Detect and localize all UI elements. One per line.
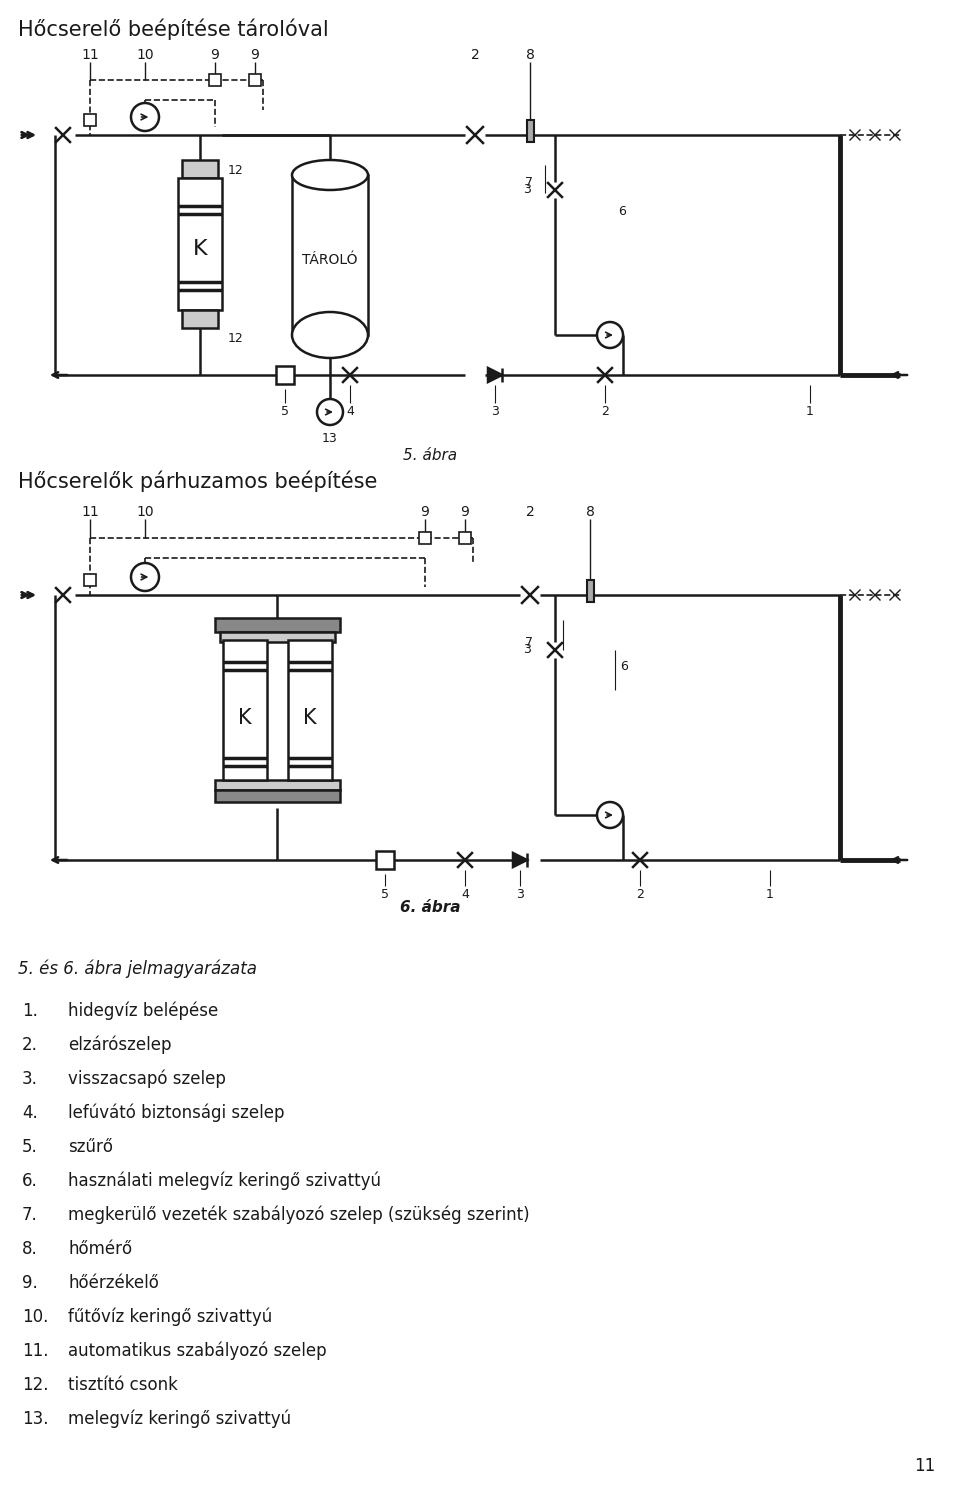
Text: 7.: 7. bbox=[22, 1206, 37, 1224]
Text: Hőcserelő beépítése tárolóval: Hőcserelő beépítése tárolóval bbox=[18, 18, 328, 39]
Text: 3: 3 bbox=[516, 888, 524, 900]
Text: 6.: 6. bbox=[22, 1171, 37, 1189]
Circle shape bbox=[131, 563, 159, 592]
Bar bbox=[220, 632, 335, 643]
Bar bbox=[182, 310, 218, 328]
Ellipse shape bbox=[292, 160, 368, 190]
Bar bbox=[376, 851, 394, 869]
Bar bbox=[419, 532, 431, 544]
Text: 5: 5 bbox=[281, 404, 289, 418]
Circle shape bbox=[597, 801, 623, 828]
Text: 3: 3 bbox=[523, 183, 531, 196]
Bar bbox=[215, 780, 340, 789]
Text: 3.: 3. bbox=[22, 1070, 37, 1088]
Text: 13: 13 bbox=[323, 431, 338, 445]
Bar bbox=[276, 366, 294, 383]
Text: 7: 7 bbox=[525, 175, 533, 189]
Text: 6. ábra: 6. ábra bbox=[399, 900, 460, 915]
Bar bbox=[84, 114, 96, 126]
Bar bbox=[527, 120, 534, 142]
Text: 4.: 4. bbox=[22, 1104, 37, 1122]
Text: 9: 9 bbox=[461, 505, 469, 518]
Bar bbox=[459, 532, 471, 544]
Bar bbox=[215, 789, 340, 801]
Text: 8.: 8. bbox=[22, 1240, 37, 1258]
Circle shape bbox=[597, 322, 623, 348]
Circle shape bbox=[317, 398, 343, 425]
Bar bbox=[292, 175, 368, 336]
Text: 1: 1 bbox=[806, 404, 814, 418]
Ellipse shape bbox=[292, 312, 368, 358]
Text: Hőcserelők párhuzamos beépítése: Hőcserelők párhuzamos beépítése bbox=[18, 470, 377, 491]
Text: szűrő: szűrő bbox=[68, 1138, 113, 1156]
Text: 12: 12 bbox=[228, 163, 244, 177]
Text: 2: 2 bbox=[601, 404, 609, 418]
Text: hőmérő: hőmérő bbox=[68, 1240, 132, 1258]
Bar bbox=[215, 619, 340, 632]
Polygon shape bbox=[488, 369, 502, 382]
Text: 2: 2 bbox=[526, 505, 535, 518]
Text: lefúvátó biztonsági szelep: lefúvátó biztonsági szelep bbox=[68, 1104, 284, 1122]
Text: 9: 9 bbox=[420, 505, 429, 518]
Text: használati melegvíz keringő szivattyú: használati melegvíz keringő szivattyú bbox=[68, 1171, 381, 1191]
Text: megkerülő vezeték szabályozó szelep (szükség szerint): megkerülő vezeték szabályozó szelep (szü… bbox=[68, 1206, 530, 1224]
Text: hőérzékelő: hőérzékelő bbox=[68, 1273, 158, 1291]
Text: tisztító csonk: tisztító csonk bbox=[68, 1377, 178, 1395]
Bar bbox=[587, 580, 594, 602]
Text: K: K bbox=[238, 709, 252, 728]
Text: 9: 9 bbox=[210, 48, 220, 61]
Text: 6: 6 bbox=[620, 661, 628, 673]
Text: 4: 4 bbox=[461, 888, 468, 900]
Text: 11.: 11. bbox=[22, 1342, 49, 1360]
Bar bbox=[223, 640, 267, 780]
Text: K: K bbox=[193, 240, 207, 259]
Text: 11: 11 bbox=[914, 1458, 935, 1476]
Text: 12: 12 bbox=[228, 333, 244, 345]
Text: fűtővíz keringő szivattyú: fűtővíz keringő szivattyú bbox=[68, 1308, 273, 1327]
Text: TÁROLÓ: TÁROLÓ bbox=[302, 253, 358, 267]
Bar bbox=[249, 73, 261, 85]
Bar bbox=[182, 160, 218, 178]
Text: hidegvíz belépése: hidegvíz belépése bbox=[68, 1002, 218, 1020]
Text: 10: 10 bbox=[136, 48, 154, 61]
Bar bbox=[84, 574, 96, 586]
Text: 1: 1 bbox=[766, 888, 774, 900]
Text: 10.: 10. bbox=[22, 1308, 48, 1326]
Text: 5: 5 bbox=[381, 888, 389, 900]
Text: automatikus szabályozó szelep: automatikus szabályozó szelep bbox=[68, 1342, 326, 1360]
Text: 2: 2 bbox=[470, 48, 479, 61]
Text: visszacsapó szelep: visszacsapó szelep bbox=[68, 1070, 226, 1089]
Text: 1.: 1. bbox=[22, 1002, 37, 1020]
Text: 3: 3 bbox=[523, 643, 531, 656]
Text: 5. és 6. ábra jelmagyarázata: 5. és 6. ábra jelmagyarázata bbox=[18, 960, 257, 978]
Polygon shape bbox=[513, 852, 527, 867]
Text: K: K bbox=[303, 709, 317, 728]
Text: melegvíz keringő szivattyú: melegvíz keringő szivattyú bbox=[68, 1410, 291, 1429]
Text: 7: 7 bbox=[525, 635, 533, 649]
Text: 9.: 9. bbox=[22, 1273, 37, 1291]
Text: 10: 10 bbox=[136, 505, 154, 518]
Text: 13.: 13. bbox=[22, 1410, 49, 1428]
Text: 9: 9 bbox=[251, 48, 259, 61]
Text: elzárószelep: elzárószelep bbox=[68, 1037, 172, 1055]
Text: 5. ábra: 5. ábra bbox=[403, 448, 457, 463]
Text: 2: 2 bbox=[636, 888, 644, 900]
Text: 8: 8 bbox=[586, 505, 594, 518]
Text: 11: 11 bbox=[82, 48, 99, 61]
Text: 8: 8 bbox=[525, 48, 535, 61]
Bar bbox=[288, 640, 332, 780]
Text: 12.: 12. bbox=[22, 1377, 49, 1395]
Text: 4: 4 bbox=[346, 404, 354, 418]
Text: 3: 3 bbox=[492, 404, 499, 418]
Circle shape bbox=[131, 103, 159, 130]
Bar bbox=[209, 73, 221, 85]
Text: 11: 11 bbox=[82, 505, 99, 518]
Text: 6: 6 bbox=[618, 205, 626, 219]
Text: 2.: 2. bbox=[22, 1037, 37, 1055]
Bar bbox=[178, 178, 222, 310]
Text: 5.: 5. bbox=[22, 1138, 37, 1156]
